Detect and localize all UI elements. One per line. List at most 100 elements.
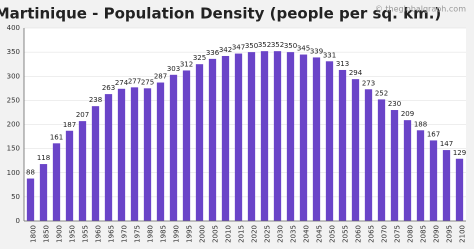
- value-label: 294: [349, 69, 363, 77]
- value-label: 312: [180, 60, 193, 68]
- bar: [416, 130, 425, 221]
- value-label: 187: [63, 121, 76, 129]
- bar: [338, 69, 347, 221]
- value-label: 188: [414, 120, 427, 128]
- x-tick-label: 1955: [82, 225, 90, 243]
- x-tick-label: 2065: [368, 225, 376, 243]
- y-tick-label: 200: [7, 121, 20, 129]
- x-tick-label: 2035: [290, 225, 298, 243]
- bar: [260, 51, 269, 221]
- value-label: 263: [102, 84, 115, 92]
- value-label: 167: [427, 130, 440, 138]
- bar: [182, 70, 191, 222]
- bar: [117, 88, 126, 221]
- value-label: 274: [115, 79, 129, 87]
- x-tick-label: 2000: [199, 225, 207, 243]
- x-tick-label: 2100: [459, 225, 467, 243]
- y-tick-label: 100: [7, 169, 20, 177]
- bar: [299, 54, 308, 221]
- y-tick-label: 150: [7, 145, 20, 153]
- value-label: 129: [453, 149, 466, 157]
- x-tick-label: 2080: [407, 225, 415, 243]
- y-tick-label: 250: [7, 96, 20, 104]
- x-tick-label: 2015: [238, 225, 246, 243]
- bar: [143, 88, 152, 221]
- x-tick-label: 1990: [173, 225, 181, 243]
- bar: [351, 79, 360, 222]
- value-label: 209: [401, 110, 414, 118]
- x-tick-label: 1980: [147, 225, 155, 243]
- bar: [325, 61, 334, 222]
- value-label: 207: [76, 111, 89, 119]
- x-tick-label: 1800: [30, 225, 38, 243]
- x-tick-label: 2085: [420, 225, 428, 243]
- value-label: 342: [219, 46, 232, 54]
- bar: [286, 52, 295, 221]
- bar: [429, 140, 438, 221]
- y-tick-label: 350: [7, 48, 20, 56]
- value-label: 347: [232, 44, 245, 52]
- bar: [91, 106, 100, 221]
- x-tick-label: 2010: [225, 225, 233, 243]
- bar: [273, 51, 282, 221]
- value-label: 147: [440, 140, 453, 148]
- value-label: 88: [26, 169, 35, 177]
- y-tick-label: 50: [11, 193, 20, 201]
- bar: [247, 52, 256, 221]
- x-tick-label: 2060: [355, 225, 363, 243]
- x-tick-label: 2050: [329, 225, 337, 243]
- x-tick-label: 1960: [95, 225, 103, 243]
- value-label: 230: [388, 100, 401, 108]
- bar: [455, 158, 464, 221]
- x-tick-label: 2075: [394, 225, 402, 243]
- x-tick-label: 1975: [134, 225, 142, 243]
- value-label: 275: [141, 78, 154, 86]
- bar: [78, 121, 87, 221]
- value-label: 350: [284, 42, 297, 50]
- x-tick-label: 1970: [121, 225, 129, 243]
- x-tick-label: 1850: [43, 225, 51, 243]
- bar: [364, 89, 373, 221]
- value-label: 336: [206, 49, 220, 57]
- value-label: 352: [271, 41, 284, 49]
- x-tick-label: 1985: [160, 225, 168, 243]
- value-label: 331: [323, 51, 336, 59]
- bar: [195, 64, 204, 221]
- x-tick-label: 1900: [56, 225, 64, 243]
- value-label: 339: [310, 47, 323, 55]
- bar: [442, 150, 451, 221]
- value-label: 161: [50, 133, 63, 141]
- value-label: 238: [89, 96, 102, 104]
- bar: [403, 120, 412, 221]
- bar: [26, 178, 35, 221]
- y-tick-label: 0: [16, 217, 20, 225]
- x-tick-label: 2020: [251, 225, 259, 243]
- x-tick-label: 1995: [186, 225, 194, 243]
- bar: [39, 164, 48, 221]
- bar: [377, 99, 386, 221]
- value-label: 118: [37, 154, 50, 162]
- value-label: 252: [375, 89, 388, 97]
- value-label: 287: [154, 73, 167, 81]
- bar: [312, 57, 321, 222]
- y-tick-label: 400: [7, 24, 20, 32]
- bar: [52, 143, 61, 221]
- watermark: © theglobalgraph.com: [375, 5, 466, 14]
- x-tick-label: 2045: [316, 225, 324, 243]
- value-label: 313: [336, 60, 349, 68]
- x-tick-label: 2090: [433, 225, 441, 243]
- x-tick-label: 2070: [381, 225, 389, 243]
- x-tick-label: 2055: [342, 225, 350, 243]
- bar: [234, 53, 243, 222]
- x-tick-label: 2025: [264, 225, 272, 243]
- value-label: 273: [362, 79, 375, 87]
- bar: [390, 110, 399, 221]
- value-label: 350: [245, 42, 258, 50]
- chart-title: Martinique - Population Density (people …: [0, 5, 441, 23]
- x-tick-label: 1950: [69, 225, 77, 243]
- bar: [221, 55, 230, 221]
- bar: [169, 74, 178, 222]
- bar: [208, 58, 217, 221]
